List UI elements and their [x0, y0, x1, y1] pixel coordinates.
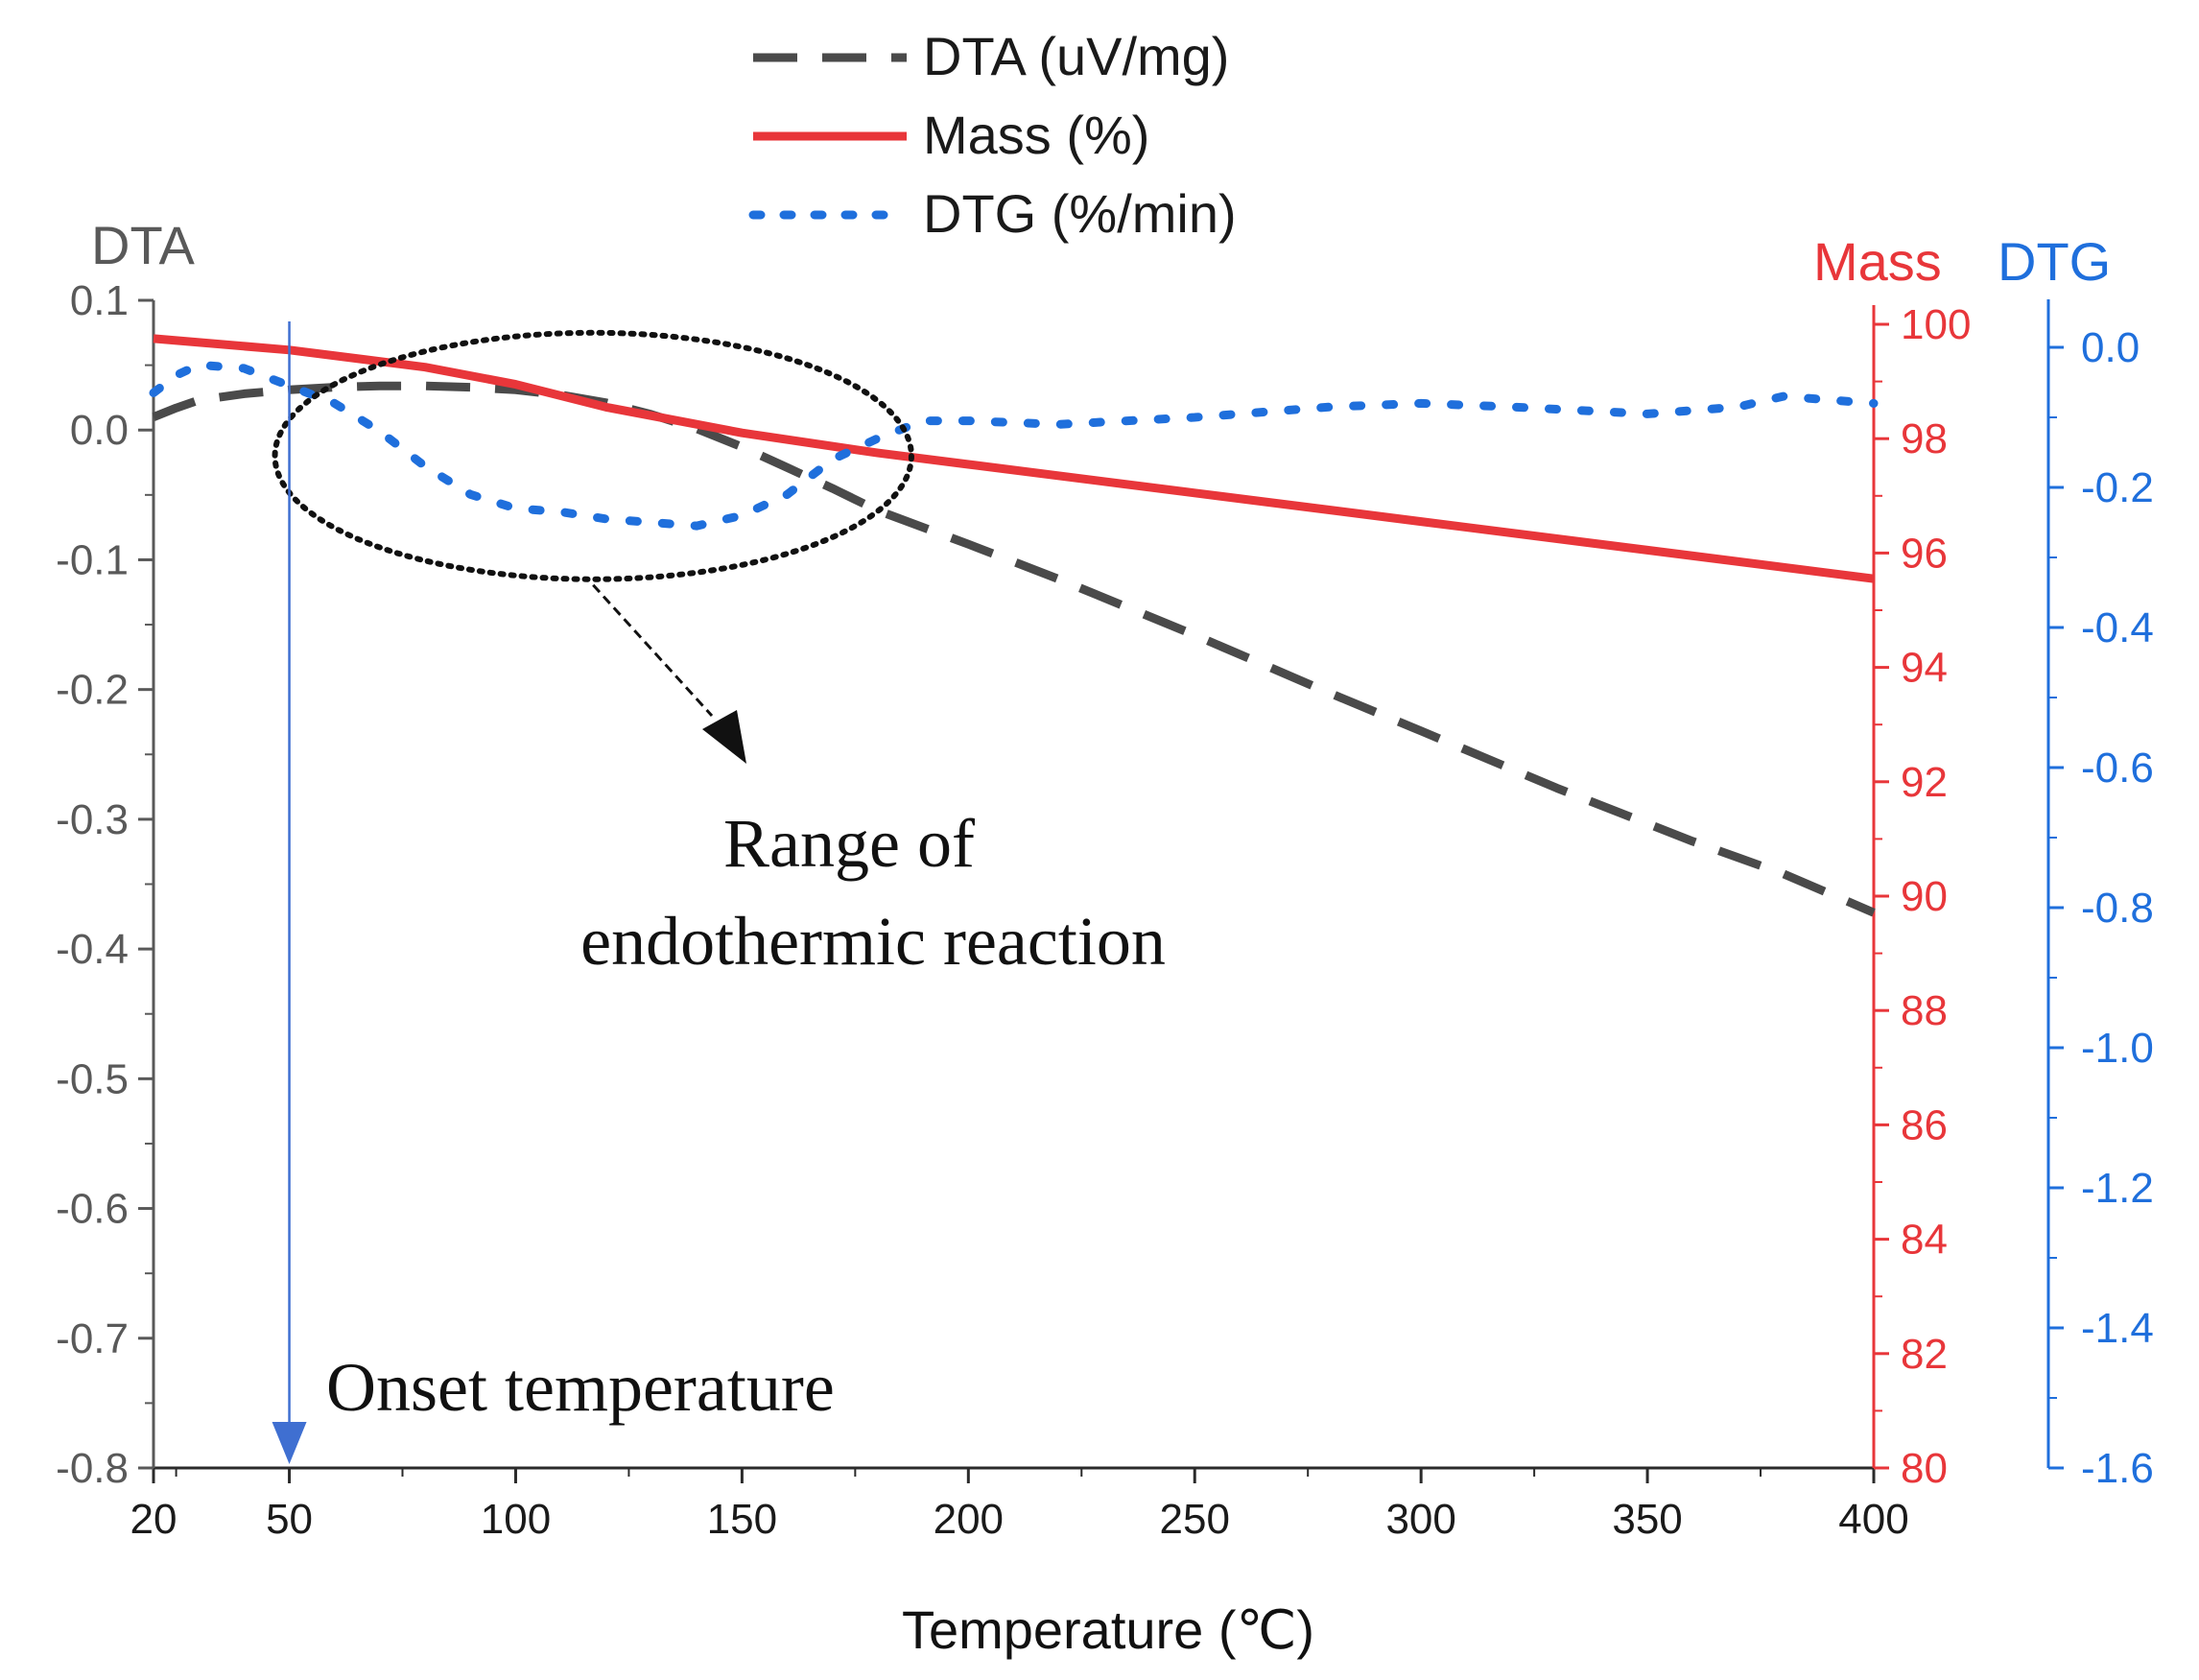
left-tick-label: -0.5	[56, 1055, 129, 1102]
mass-axis-title: Mass	[1813, 231, 1942, 292]
dtg-tick-label: -0.8	[2081, 885, 2154, 932]
left-tick-label: 0.1	[70, 277, 129, 324]
left-tick-label: 0.0	[70, 407, 129, 454]
range-arrow-head	[702, 710, 746, 764]
left-tick-label: -0.1	[56, 536, 129, 583]
mass-tick-label: 96	[1901, 530, 1948, 577]
x-tick-label: 200	[934, 1496, 1004, 1543]
x-tick-label: 50	[266, 1496, 313, 1543]
left-tick-label: -0.3	[56, 796, 129, 843]
range-arrow-line	[592, 583, 714, 718]
left-tick-label: -0.2	[56, 667, 129, 714]
left-tick-label: -0.4	[56, 926, 129, 973]
series-line-mass	[153, 334, 1875, 583]
series-line-dtg	[149, 360, 1879, 531]
dtg-axis-title: DTG	[1998, 231, 2111, 292]
mass-tick-label: 82	[1901, 1331, 1948, 1378]
x-axis-title: Temperature (℃)	[902, 1599, 1314, 1660]
mass-tick-label: 98	[1901, 415, 1948, 462]
x-tick-label: 400	[1838, 1496, 1908, 1543]
dtg-tick-label: -0.6	[2081, 745, 2154, 792]
left-axis-title: DTA	[91, 215, 195, 275]
mass-tick-label: 86	[1901, 1101, 1948, 1148]
x-tick-label: 350	[1612, 1496, 1682, 1543]
left-tick-label: -0.8	[56, 1445, 129, 1492]
dtg-tick-label: -1.4	[2081, 1305, 2154, 1352]
axes: 20 50 100 150 200 250 300 350 400 0.1 0.0 -0.1 -0.2 -…	[56, 277, 2154, 1543]
mass-tick-label: 90	[1901, 873, 1948, 920]
series	[149, 334, 1879, 917]
mass-tick-label: 84	[1901, 1217, 1948, 1264]
left-tick-label: -0.6	[56, 1186, 129, 1233]
dtg-tick-label: -1.2	[2081, 1165, 2154, 1212]
legend-label-dta: DTA (uV/mg)	[923, 26, 1229, 86]
x-tick-label: 300	[1385, 1496, 1455, 1543]
mass-tick-label: 80	[1901, 1445, 1948, 1492]
mass-tick-label: 88	[1901, 987, 1948, 1034]
legend-label-mass: Mass (%)	[923, 105, 1149, 165]
series-line-dta	[152, 381, 1876, 917]
range-label-line-1: Range of	[723, 805, 975, 882]
legend-label-dtg: DTG (%/min)	[923, 183, 1237, 244]
endothermic-range-ellipse	[272, 329, 914, 582]
dtg-tick-label: 0.0	[2081, 324, 2140, 371]
left-tick-label: -0.7	[56, 1315, 129, 1362]
x-tick-label: 20	[130, 1496, 177, 1543]
x-tick-label: 250	[1160, 1496, 1230, 1543]
dtg-tick-label: -1.6	[2081, 1445, 2154, 1492]
x-tick-label: 100	[481, 1496, 551, 1543]
range-label-line-2: endothermic reaction	[580, 903, 1166, 980]
mass-tick-label: 92	[1901, 759, 1948, 806]
mass-tick-label: 100	[1901, 301, 1971, 348]
dtg-tick-label: -0.4	[2081, 604, 2154, 651]
x-tick-label: 150	[707, 1496, 777, 1543]
dtg-tick-label: -1.0	[2081, 1025, 2154, 1072]
annotations: Range of endothermic reaction Onset temp…	[272, 321, 1166, 1464]
dtg-tick-label: -0.2	[2081, 464, 2154, 511]
onset-label: Onset temperature	[326, 1349, 835, 1426]
mass-tick-label: 94	[1901, 645, 1948, 692]
legend: DTA (uV/mg) Mass (%) DTG (%/min)	[748, 26, 1237, 244]
onset-arrow-head	[272, 1422, 307, 1464]
